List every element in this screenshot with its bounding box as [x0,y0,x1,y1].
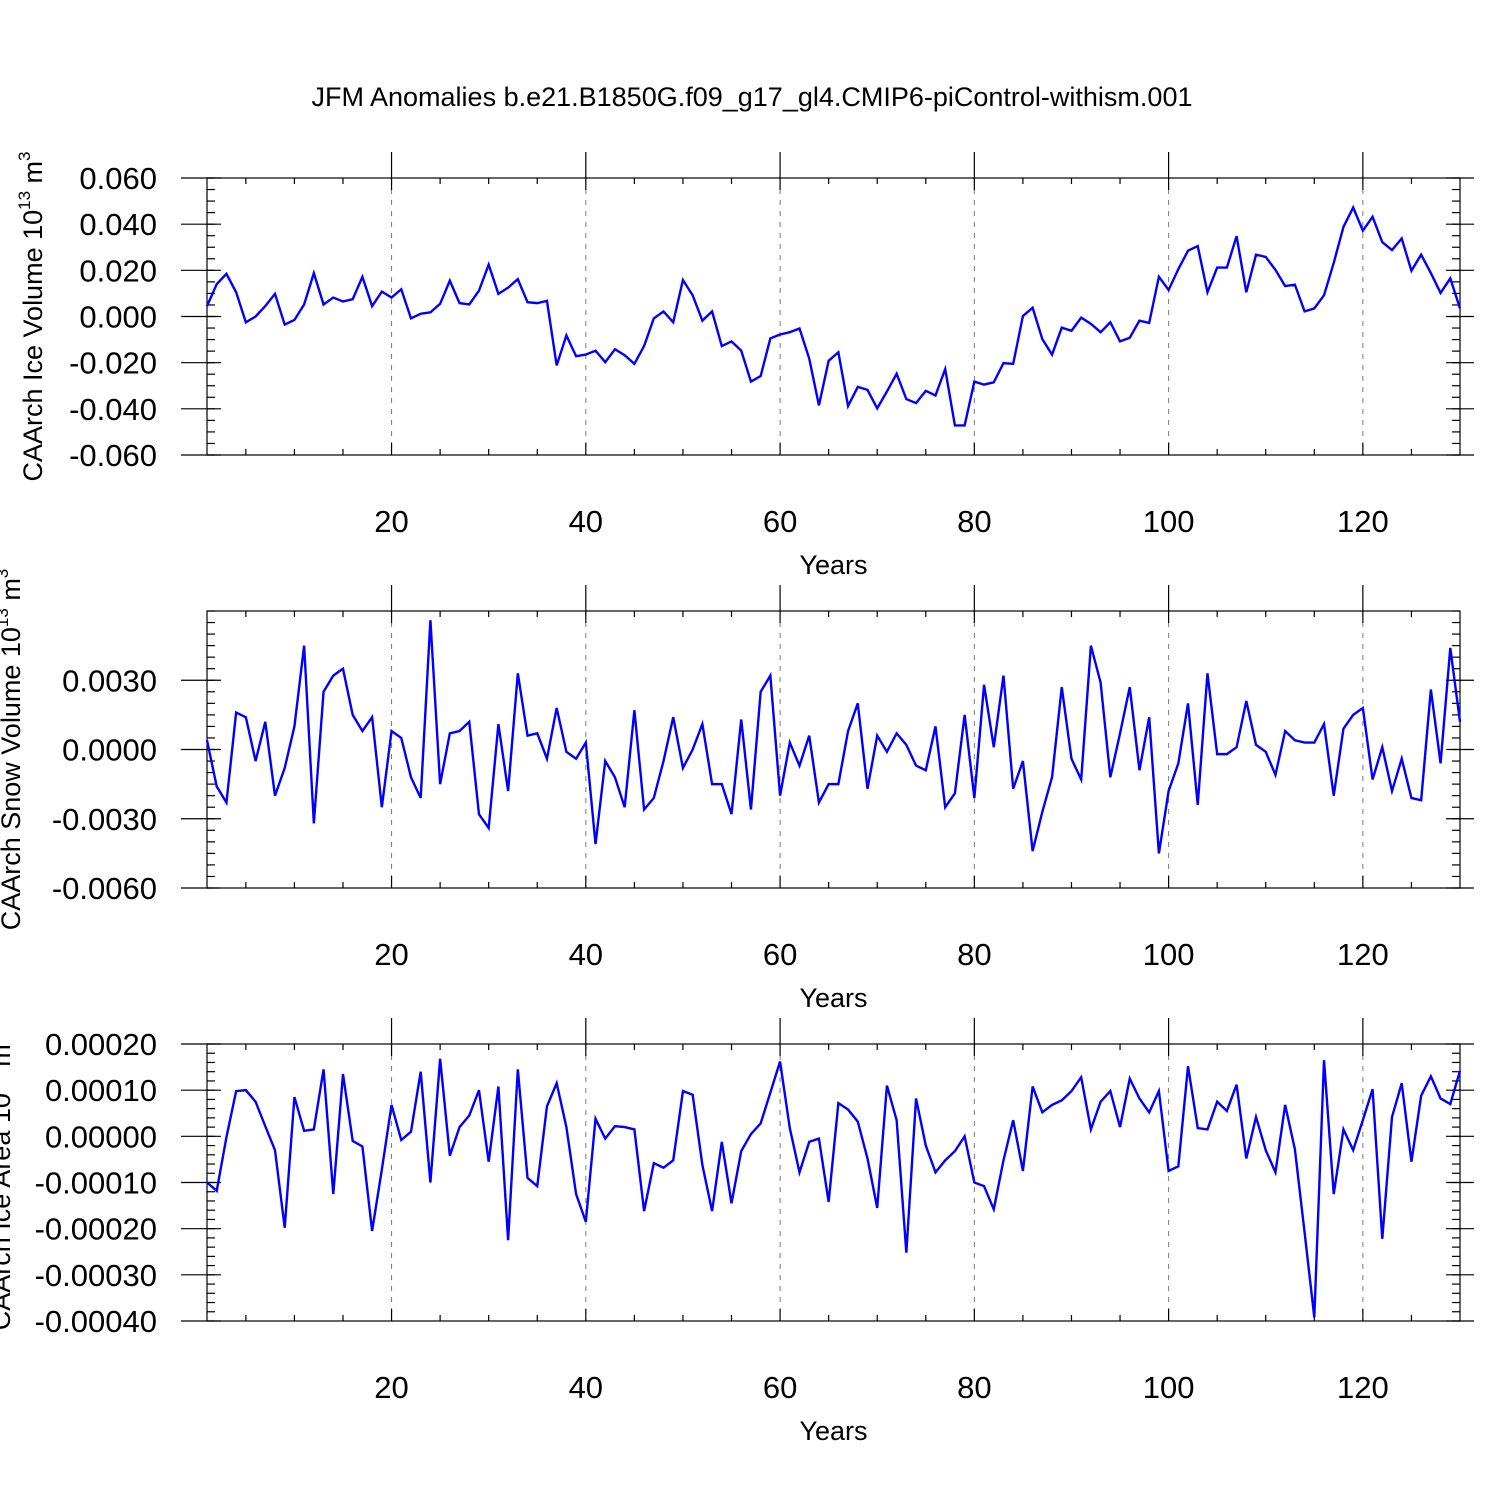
plot-frame [206,1043,1461,1322]
y-tick-label: 0.040 [79,207,157,242]
x-tick-label: 60 [763,1370,797,1405]
y-tick-label: 0.00020 [45,1027,157,1062]
y-tick-label: 0.0000 [62,733,157,768]
panel-snow-volume: -0.0060 -0.0030 0.0000 0.0030 20 40 60 80 100 120… [0,569,1474,1013]
y-tick-label: -0.00040 [35,1304,157,1339]
y-tick-label: 0.020 [79,253,157,288]
series-line [205,204,1462,427]
plot-frame [206,177,1461,456]
y-tick-label: -0.040 [69,392,157,427]
y-tick-label: -0.00020 [35,1212,157,1247]
y-tick-label: -0.00010 [35,1166,157,1201]
y-tick-label: 0.000 [79,300,157,335]
y-tick-label: 0.060 [79,161,157,196]
x-tick-label: 60 [763,504,797,539]
x-tick-label: 120 [1337,504,1389,539]
x-tick-label: 80 [957,937,991,972]
x-tick-label: 20 [374,937,408,972]
x-tick-label: 40 [569,1370,603,1405]
x-tick-label: 80 [957,1370,991,1405]
series-line [205,620,1462,854]
x-tick-label: 40 [569,937,603,972]
x-axis-label: Years [799,1416,867,1446]
panel-ice-area: -0.00040 -0.00030 -0.00020 -0.00010 0.00000 0… [0,1018,1474,1446]
x-tick-label: 20 [374,1370,408,1405]
y-tick-label: -0.00030 [35,1258,157,1293]
x-tick-label: 120 [1337,1370,1389,1405]
y-tick-label: -0.0030 [52,802,157,837]
y-axis-label: CAArch Ice Area 1013 m2 [0,1035,16,1331]
x-tick-label: 100 [1143,1370,1195,1405]
y-tick-label: -0.060 [69,438,157,473]
y-tick-label: -0.020 [69,346,157,381]
y-tick-label: 0.0030 [62,663,157,698]
x-tick-label: 20 [374,504,408,539]
x-axis-label: Years [799,550,867,580]
y-axis-label: CAArch Ice Volume 1013 m3 [15,151,48,481]
x-tick-label: 40 [569,504,603,539]
x-tick-label: 80 [957,504,991,539]
chart-title: JFM Anomalies b.e21.B1850G.f09_g17_gl4.C… [312,82,1193,112]
x-tick-label: 100 [1143,937,1195,972]
x-axis-label: Years [799,983,867,1013]
y-tick-label: 0.00010 [45,1073,157,1108]
x-tick-label: 100 [1143,504,1195,539]
y-axis-label: CAArch Snow Volume 1013 m3 [0,569,26,931]
series-line [206,1058,1462,1318]
plot-frame [206,610,1461,889]
x-tick-label: 120 [1337,937,1389,972]
y-tick-label: -0.0060 [52,871,157,906]
x-tick-label: 60 [763,937,797,972]
y-tick-label: 0.00000 [45,1119,157,1154]
panel-ice-volume: -0.060 -0.040 -0.020 0.000 0.020 0.040 0.060 20… [15,151,1474,580]
